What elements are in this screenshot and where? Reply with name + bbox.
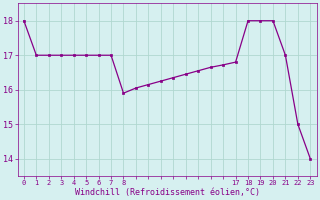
X-axis label: Windchill (Refroidissement éolien,°C): Windchill (Refroidissement éolien,°C) <box>75 188 260 197</box>
